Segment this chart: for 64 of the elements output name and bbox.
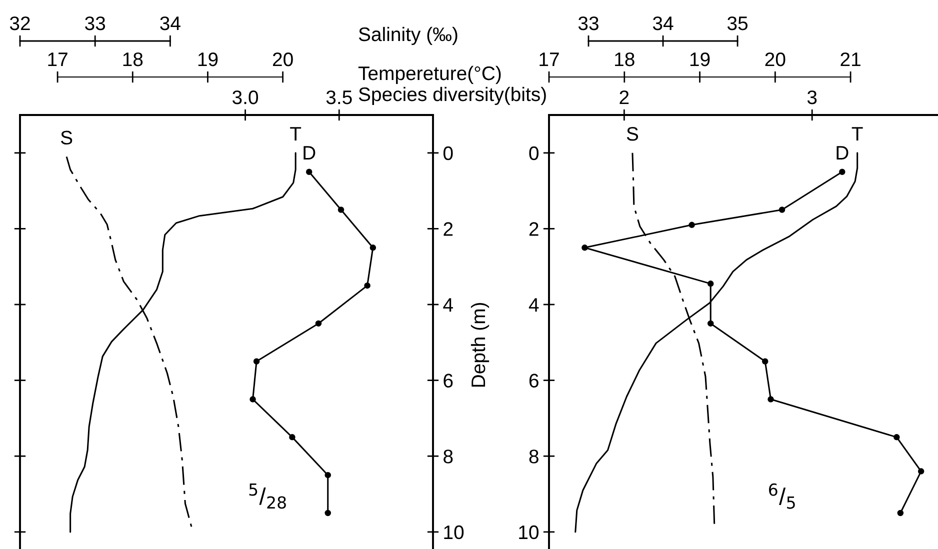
x-tick-label: 34 [160,16,180,30]
point [324,472,331,478]
x-axis-title: Salinity (‰) [358,26,458,46]
y-tick-label: 4 [443,298,453,312]
x-tick-label: 3.5 [326,90,352,104]
x-tick-label: 3 [807,90,817,104]
x2-tick-label: 18 [615,52,634,66]
y-axis-title: Depth (m) [470,303,490,387]
y-tick-label: 6 [529,374,538,388]
series-label: S [60,130,72,145]
y-tick-label: 6 [444,374,453,388]
point [253,358,260,364]
x-tick-label: 35 [727,16,748,30]
point [778,206,786,213]
x-axis-title: Species diversity(bits) [358,86,546,106]
x2-tick-label: 17 [48,52,68,66]
point [707,280,714,287]
x2-tick-label: 20 [765,52,786,66]
point [338,206,344,213]
x-tick-label: 33 [85,16,106,30]
x-tick-label: 3.0 [232,90,258,104]
y-tick-label: 0 [529,146,539,160]
series-label: T [852,127,863,141]
point [897,510,904,516]
point [364,282,370,289]
y-tick-label: 0 [443,146,453,160]
x2-tick-label: 17 [540,52,559,66]
y-tick-label: 8 [444,450,453,464]
series-label: D [304,146,316,160]
x2-tick-label: 18 [123,52,143,66]
annotation: $^{6}$/$_{5}$ [769,483,795,509]
point [250,396,256,402]
point [582,244,588,251]
point [839,168,846,175]
point [315,320,322,327]
series-label: S [626,126,638,141]
y-tick-label: 2 [529,222,538,236]
point [768,396,774,402]
point [918,468,924,474]
x2-tick-label: 19 [690,52,710,66]
y-tick-label: 4 [528,298,539,312]
point [688,222,695,228]
x2-tick-label: 21 [840,52,860,66]
y-tick-label: 10 [519,525,539,540]
annotation: $^{5}$/$_{28}$ [249,484,286,509]
point [762,358,768,364]
x2-axis-title: Tempereture(°C) [358,66,501,84]
series-label: T [290,127,302,141]
point [289,434,296,440]
y-tick-label: 8 [529,450,538,464]
x2-tick-label: 20 [272,52,293,66]
x-tick-label: 34 [652,16,674,30]
x-tick-label: 2 [620,90,629,104]
point [894,434,900,440]
x-tick-label: 33 [578,16,598,30]
point [707,320,714,327]
x-tick-label: 32 [10,16,30,30]
y-tick-label: 10 [444,525,464,540]
point [306,168,312,175]
series-label: D [836,146,848,160]
y-tick-label: 2 [444,222,453,236]
point [370,244,376,251]
point [324,510,331,516]
x2-tick-label: 19 [198,52,218,66]
